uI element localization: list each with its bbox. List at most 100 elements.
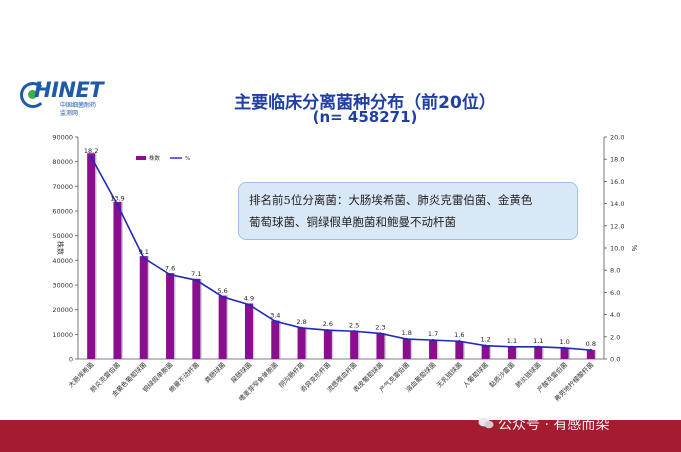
y-tick-label: 50000: [52, 232, 73, 240]
bar: [139, 256, 148, 359]
bar: [429, 339, 438, 359]
percent-data-label: 3.4: [270, 311, 280, 319]
y2-tick-label: 6.0: [610, 289, 620, 297]
percent-data-label: 7.1: [191, 270, 201, 278]
percent-point: [142, 256, 145, 260]
legend-label-line: %: [185, 156, 190, 162]
globe-logo-icon: [20, 82, 46, 108]
percent-point: [405, 337, 408, 341]
percent-point: [195, 278, 198, 282]
chinet-logo: HINET 中国细菌耐药 监测网: [20, 78, 130, 118]
y-tick-label: 60000: [52, 208, 73, 216]
percent-data-label: 1.8: [402, 329, 412, 337]
percent-data-label: 1.1: [507, 337, 517, 345]
percent-data-label: 1.7: [428, 330, 438, 338]
footer-bar: [0, 420, 681, 452]
percent-data-label: 2.8: [296, 318, 306, 326]
bar: [166, 273, 175, 359]
category-label: 无乳链球菌: [434, 360, 464, 390]
percent-point: [247, 303, 251, 306]
y-tick-label: 0: [69, 356, 73, 364]
annotation-line-1: 排名前5位分离菌：大肠埃希菌、肺炎克雷伯菌、金黄色: [249, 193, 533, 207]
chart-subtitle: (n= 458271): [312, 108, 418, 126]
percent-point: [221, 295, 224, 299]
category-label: 屎肠球菌: [229, 360, 254, 385]
y-tick-label: 80000: [52, 158, 73, 166]
watermark-text: 公众号 · 有感而染: [498, 417, 610, 433]
percent-data-label: 4.9: [244, 295, 254, 303]
bar: [534, 346, 543, 359]
bar: [507, 346, 516, 359]
bar: [218, 295, 227, 359]
percent-data-label: 1.0: [559, 338, 569, 346]
y2-tick-label: 10.0: [610, 245, 624, 253]
y-tick-label: 70000: [52, 183, 73, 191]
annotation-line-2: 葡萄球菌、铜绿假单胞菌和鲍曼不动杆菌: [249, 215, 456, 229]
bar: [271, 320, 280, 359]
percent-data-label: 13.9: [110, 195, 124, 203]
percent-point: [379, 332, 382, 335]
bar: [192, 278, 201, 359]
y2-tick-label: 2.0: [610, 333, 620, 341]
y2-tick-label: 14.0: [610, 200, 624, 208]
bar: [586, 349, 595, 359]
legend-swatch-bar: [136, 156, 146, 160]
chart-svg: 0 10000 20000 30000 40000 50000 60000 70000 8000…: [52, 134, 638, 404]
percent-point: [589, 348, 593, 352]
y2-tick-label: 0.0: [610, 356, 620, 364]
y2-tick-label: 8.0: [610, 267, 620, 275]
bar: [323, 329, 332, 359]
percent-point: [484, 344, 487, 347]
percent-point: [300, 326, 303, 330]
y-tick-label: 20000: [52, 306, 73, 314]
annotation-box: 排名前5位分离菌：大肠埃希菌、肺炎克雷伯菌、金黄色 葡萄球菌、铜绿假单胞菌和鲍曼…: [238, 182, 578, 240]
percent-data-label: 2.6: [323, 320, 333, 328]
logo-subtitle-site: 监测网: [60, 110, 79, 117]
logo-word: HINET: [34, 78, 104, 102]
percent-data-label: 1.2: [480, 336, 490, 344]
percent-point: [510, 345, 514, 348]
y2-tick-label: 4.0: [610, 311, 620, 319]
bar: [402, 338, 411, 359]
percent-data-label: 1.1: [533, 337, 543, 345]
y2-tick-label: 20.0: [610, 134, 624, 142]
percent-point: [458, 340, 461, 343]
percent-point: [563, 346, 566, 350]
category-label: 粪肠球菌: [202, 360, 227, 385]
percent-point: [89, 155, 93, 159]
percent-point: [116, 203, 119, 206]
y2-tick-label: 16.0: [610, 178, 624, 186]
percent-point: [326, 328, 330, 332]
y-tick-label: 10000: [52, 331, 73, 339]
bar: [297, 327, 306, 359]
category-label: 黏质沙雷菌: [487, 360, 517, 390]
y-tick-label: 30000: [52, 282, 73, 290]
percent-point: [352, 330, 356, 333]
logo-dot: [28, 90, 37, 99]
chart-title: 主要临床分离菌种分布（前20位）: [234, 93, 496, 113]
percent-point: [168, 273, 172, 276]
percent-line: [90, 156, 591, 351]
percent-data-label: 5.6: [217, 287, 227, 295]
percent-data-label: 0.8: [586, 340, 596, 348]
percent-data-label: 2.5: [349, 321, 359, 329]
y2-axis-title: %: [630, 245, 638, 252]
bar: [113, 201, 122, 359]
logo-subtitle-cn: 中国细菌耐药: [60, 102, 97, 109]
percent-data-label: 7.6: [165, 265, 175, 273]
y2-tick-label: 18.0: [610, 156, 624, 164]
y-tick-label: 40000: [52, 257, 73, 265]
y-axis-title: 株数: [56, 241, 65, 255]
percent-point: [274, 320, 277, 323]
bar: [87, 153, 96, 359]
percent-data-label: 2.3: [375, 323, 385, 331]
bar: [244, 303, 253, 359]
percent-point: [537, 345, 540, 348]
bar: [560, 347, 569, 359]
category-label: 人葡萄球菌: [461, 360, 491, 390]
bar: [350, 330, 359, 359]
bar: [376, 333, 385, 359]
percent-data-label: 1.6: [454, 331, 464, 339]
percent-point: [431, 338, 435, 342]
